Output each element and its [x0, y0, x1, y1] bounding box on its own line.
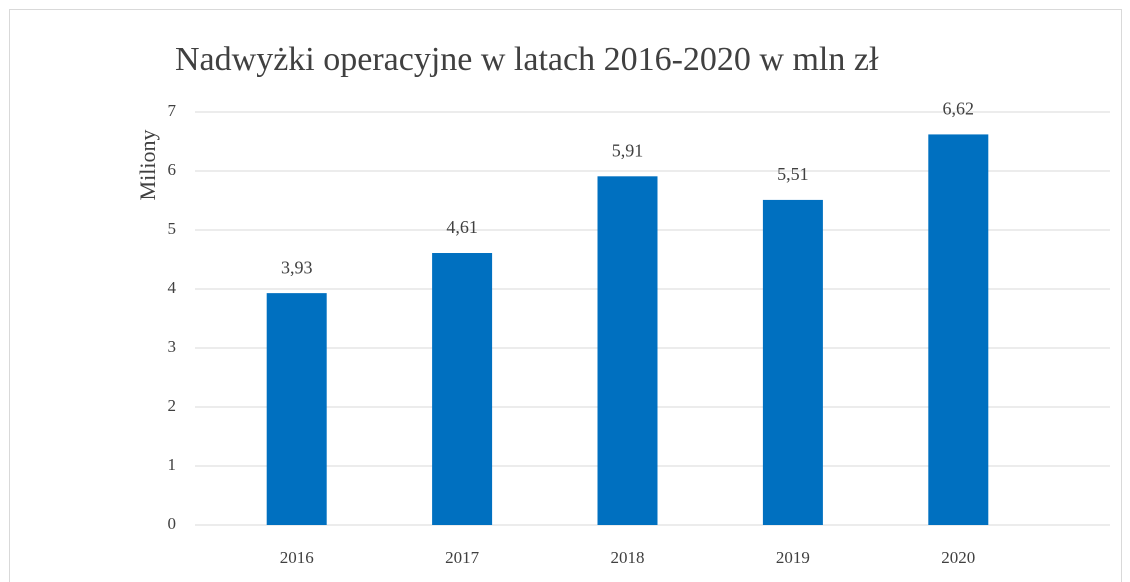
x-tick-label: 2020	[941, 548, 975, 567]
x-tick-label: 2018	[611, 548, 645, 567]
x-tick-label: 2017	[445, 548, 480, 567]
data-label: 5,51	[777, 164, 809, 184]
data-label: 5,91	[612, 140, 644, 160]
bar	[266, 293, 327, 525]
x-tick-label: 2019	[776, 548, 810, 567]
bar	[597, 176, 658, 525]
x-tick-label: 2016	[280, 548, 314, 567]
y-tick-label: 1	[168, 455, 177, 474]
y-tick-label: 6	[168, 160, 177, 179]
bar	[762, 199, 823, 525]
y-tick-label: 4	[168, 278, 177, 297]
y-axis-label: Miliony	[135, 130, 160, 201]
y-tick-label: 3	[168, 337, 177, 356]
data-label: 6,62	[943, 99, 975, 119]
y-tick-label: 2	[168, 396, 177, 415]
y-tick-label: 5	[168, 219, 177, 238]
data-label: 3,93	[281, 257, 313, 277]
y-tick-label: 0	[168, 514, 177, 533]
data-label: 4,61	[446, 217, 478, 237]
bar	[928, 134, 989, 526]
bar	[432, 253, 493, 525]
chart-title: Nadwyżki operacyjne w latach 2016-2020 w…	[175, 41, 879, 78]
y-tick-label: 7	[168, 101, 177, 120]
